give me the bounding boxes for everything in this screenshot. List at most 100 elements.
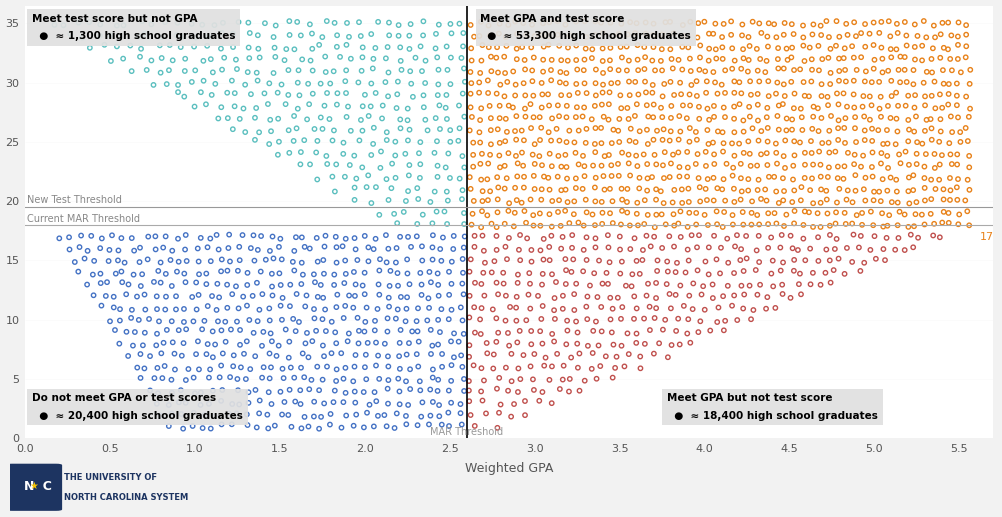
Point [837,44,853,52]
Point [768,140,784,148]
Point [689,266,705,275]
Point [264,282,280,291]
Point [564,231,580,239]
Point [456,290,472,298]
Point [338,302,354,310]
Bar [25,31,993,40]
Point [932,90,948,99]
Point [768,89,784,98]
Point [657,316,673,324]
Point [464,113,480,121]
Point [514,148,530,157]
Point [754,29,770,37]
Point [729,316,745,324]
Point [235,104,252,113]
Point [490,329,506,337]
Point [440,66,456,74]
Point [801,92,817,100]
Point [680,43,696,52]
Point [224,125,240,133]
Point [626,234,642,242]
Point [832,67,848,75]
Point [534,388,550,396]
Point [552,385,568,393]
Point [307,314,323,323]
Point [689,150,705,158]
Point [787,186,803,194]
Point [845,198,861,206]
Point [648,294,664,302]
Point [518,31,534,39]
Point [594,209,610,217]
Point [350,256,366,264]
Point [184,293,200,301]
Point [501,234,517,242]
Point [569,328,585,337]
Point [484,268,500,277]
Point [760,33,776,41]
Point [423,412,439,420]
Point [364,80,380,88]
Point [776,80,792,88]
Point [454,420,470,429]
Point [629,100,645,109]
Point [853,232,869,240]
Point [595,69,611,77]
Bar [25,54,993,64]
Point [767,209,783,217]
Point [503,349,519,358]
Point [236,349,253,358]
Point [557,207,573,215]
Point [560,43,576,52]
Point [348,280,364,288]
Point [655,125,671,133]
Point [304,29,320,38]
Point [467,279,483,287]
Point [381,196,397,204]
Point [769,149,785,157]
Point [704,280,720,288]
Point [285,257,301,266]
Point [858,196,874,205]
Point [116,258,132,267]
Point [199,302,215,310]
Point [525,375,541,384]
Point [536,361,552,370]
Point [775,281,791,289]
Point [425,366,441,374]
Point [474,197,490,205]
Point [224,290,240,298]
Point [558,113,574,121]
Point [283,363,299,372]
Point [611,115,627,123]
Point [502,303,518,311]
Point [734,20,750,28]
Point [338,270,354,278]
Point [897,18,913,26]
Point [793,290,809,298]
Point [566,138,582,146]
Point [917,184,933,192]
Point [941,219,957,227]
Point [532,209,548,218]
Point [343,55,359,63]
Point [456,244,472,252]
Point [692,317,708,325]
Point [509,293,525,301]
Point [416,91,432,99]
Point [512,231,528,239]
Point [164,247,180,255]
Text: N: N [24,480,34,493]
Point [568,317,584,326]
Point [651,339,667,347]
Point [871,188,887,196]
Point [201,400,217,408]
Point [483,53,499,61]
Point [814,92,830,100]
Point [804,149,820,157]
Point [326,281,342,289]
Point [840,31,856,39]
Point [646,349,662,358]
Point [823,112,839,120]
Point [137,306,153,314]
